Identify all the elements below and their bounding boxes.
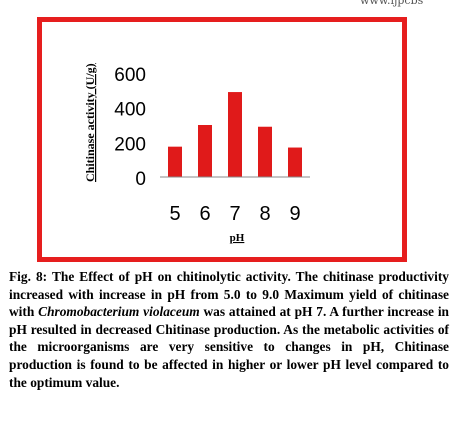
y-tick-label: 0	[135, 169, 146, 190]
x-tick-label: 6	[199, 203, 210, 225]
bar	[258, 126, 272, 177]
y-tick-label: 400	[114, 100, 146, 121]
bar	[228, 92, 242, 177]
figure-frame	[37, 17, 407, 262]
x-axis-label: pH	[230, 232, 245, 244]
website-url: www.ijpcbs	[360, 0, 424, 7]
caption-text-before: The Effect of pH on chitinolytic activit…	[9, 269, 449, 320]
caption-organism: Chromobacterium violaceum	[38, 304, 200, 320]
x-tick-label: 8	[259, 203, 270, 225]
x-tick-label: 5	[169, 203, 180, 225]
bar	[168, 146, 182, 177]
y-axis-label: Chitinase activity (U/g)	[83, 63, 97, 182]
x-tick-label: 7	[229, 203, 240, 225]
bar	[198, 125, 212, 177]
bars	[168, 92, 302, 177]
caption-label: Fig. 8:	[9, 269, 48, 284]
bar	[288, 147, 302, 177]
caption-text-after: was attained at pH 7. A further increase…	[9, 304, 449, 390]
y-axis-label-group: Chitinase activity (U/g)	[83, 63, 97, 182]
figure-caption: Fig. 8: The Effect of pH on chitinolytic…	[9, 268, 449, 391]
y-tick-label: 600	[114, 65, 146, 86]
y-tick-labels: 0 200 400 600	[114, 65, 146, 190]
y-tick-label: 200	[114, 134, 146, 155]
x-tick-label: 9	[289, 203, 300, 225]
